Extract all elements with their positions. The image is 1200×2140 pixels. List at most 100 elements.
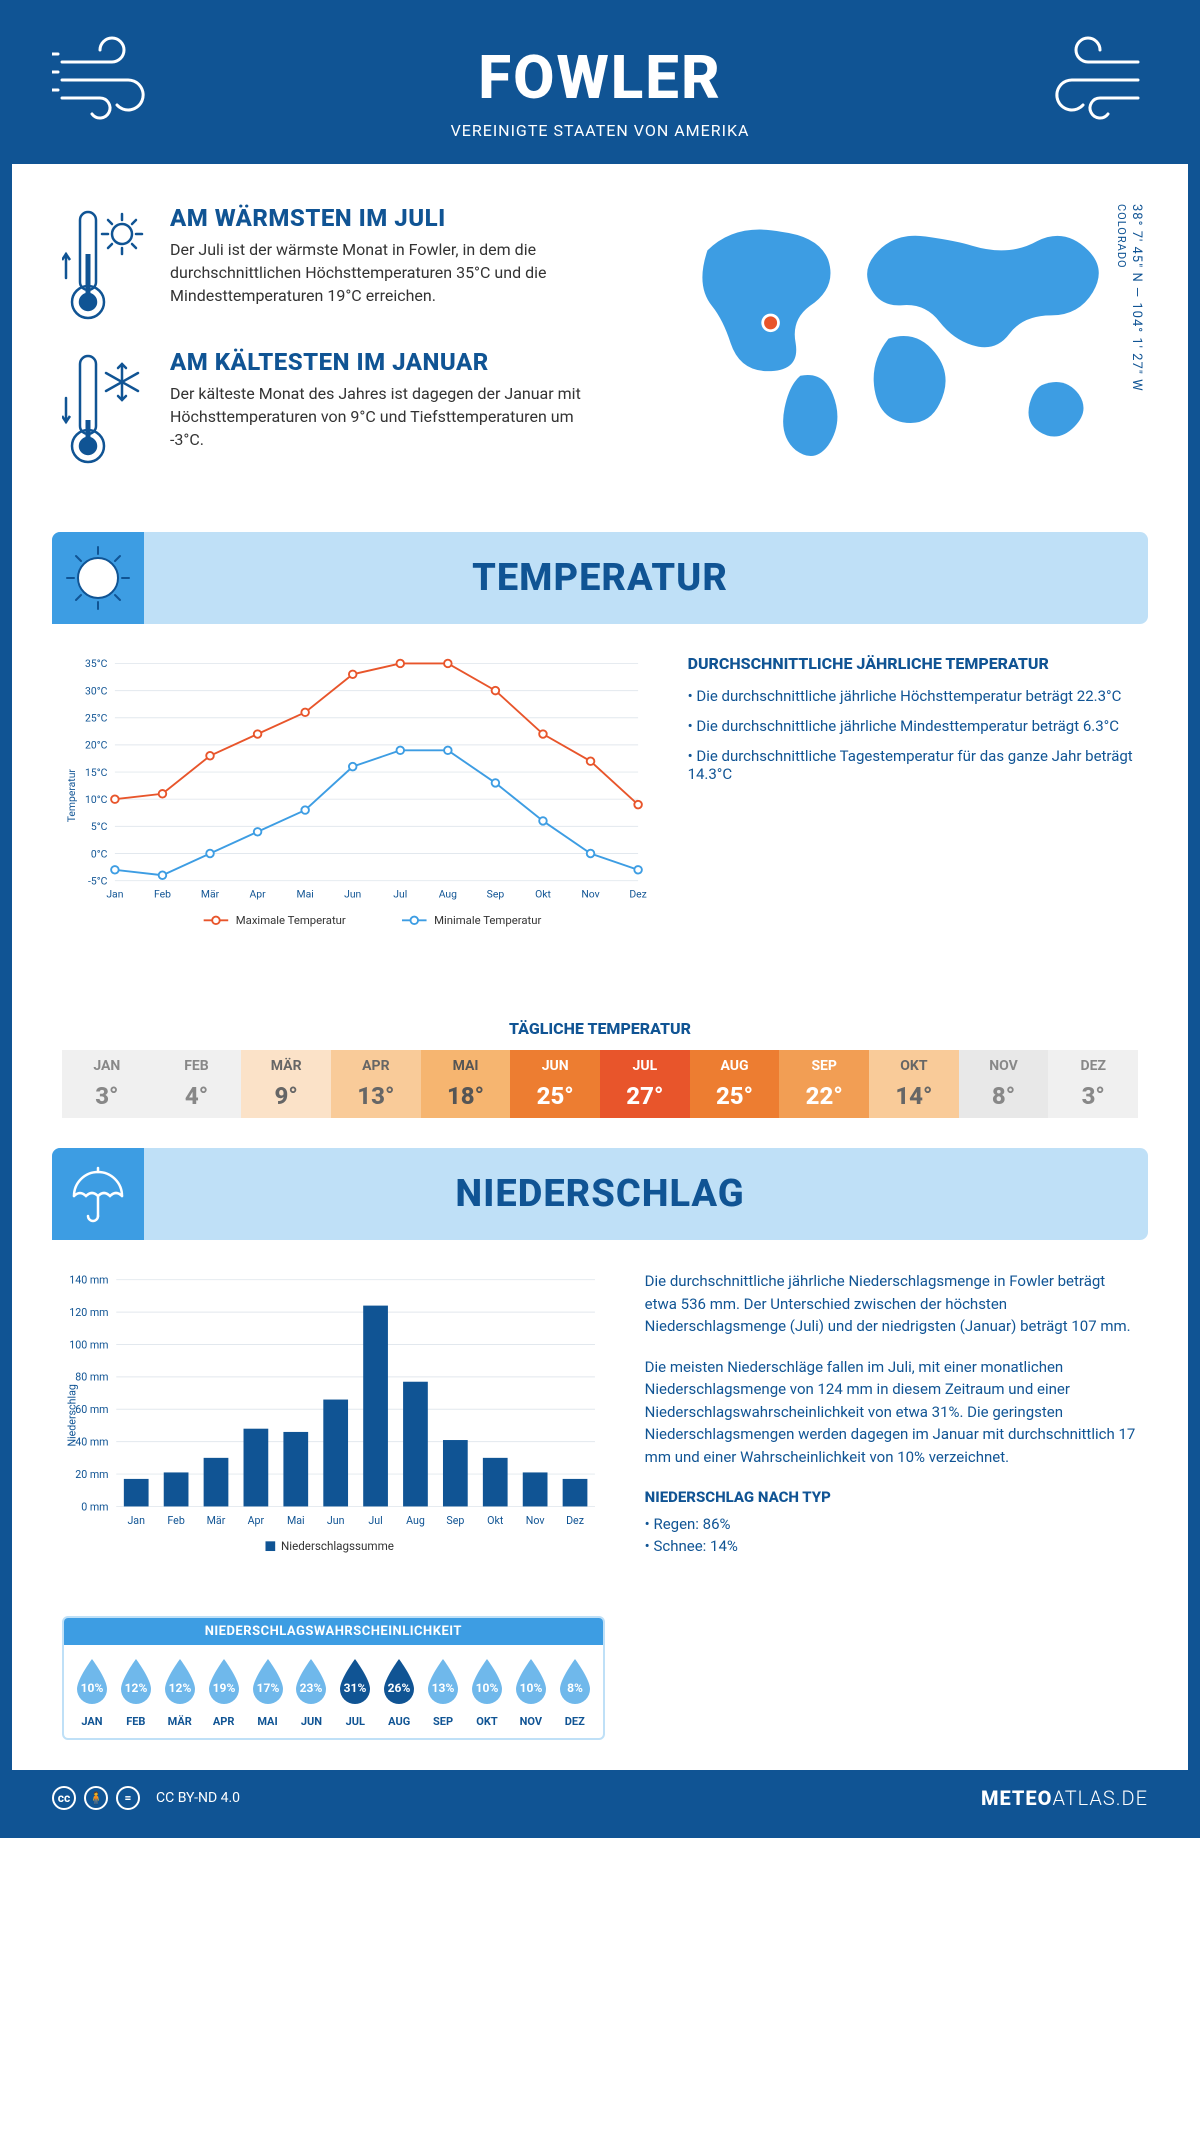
prob-cell: 12% MÄR [158,1655,202,1728]
section-title-precipitation: NIEDERSCHLAG [144,1172,1148,1216]
warmest-title: AM WÄRMSTEN IM JULI [170,204,590,232]
svg-text:35°C: 35°C [85,657,108,670]
prob-cell: 31% JUL [333,1655,377,1728]
svg-text:40 mm: 40 mm [75,1436,108,1449]
daily-cell: APR13° [331,1050,421,1118]
daily-cell: MAI18° [421,1050,511,1118]
svg-text:23%: 23% [300,1681,323,1695]
svg-text:0°C: 0°C [91,847,108,860]
license-text: CC BY-ND 4.0 [156,1790,240,1806]
svg-text:Dez: Dez [566,1514,584,1527]
svg-text:Mai: Mai [287,1514,305,1527]
precip-snow: • Schnee: 14% [645,1535,1138,1558]
wind-icon [1038,32,1148,122]
thermometer-cold-icon [62,348,152,468]
daily-temp-heading: TÄGLICHE TEMPERATUR [12,1019,1188,1038]
svg-text:140 mm: 140 mm [69,1274,108,1287]
prob-cell: 19% APR [202,1655,246,1728]
precip-rain: • Regen: 86% [645,1513,1138,1536]
umbrella-icon [64,1160,132,1228]
prob-cell: 17% MAI [246,1655,290,1728]
svg-text:15°C: 15°C [85,766,108,779]
svg-text:Temperatur: Temperatur [65,769,78,823]
precipitation-bar-chart: 0 mm20 mm40 mm60 mm80 mm100 mm120 mm140 … [62,1270,605,1594]
temp-info-b2: • Die durchschnittliche jährliche Mindes… [688,717,1138,735]
prob-cell: 8% DEZ [553,1655,597,1728]
svg-text:17%: 17% [256,1681,279,1695]
temp-info-b3: • Die durchschnittliche Tagestemperatur … [688,747,1138,783]
svg-text:5°C: 5°C [91,820,108,833]
svg-text:10%: 10% [476,1681,499,1695]
temp-info-heading: DURCHSCHNITTLICHE JÄHRLICHE TEMPERATUR [688,654,1138,673]
coordinates: 38° 7' 45" N — 104° 1' 27" W [1129,204,1144,392]
prob-cell: 10% JAN [70,1655,114,1728]
svg-text:13%: 13% [432,1681,455,1695]
license-block: cc 🧍 = CC BY-ND 4.0 [52,1786,240,1810]
prob-cell: 10% OKT [465,1655,509,1728]
daily-cell: JUN25° [510,1050,600,1118]
cc-icon: cc [52,1786,76,1810]
svg-text:Aug: Aug [439,888,457,901]
daily-cell: FEB4° [152,1050,242,1118]
svg-text:30°C: 30°C [85,684,108,697]
svg-text:Mär: Mär [207,1514,226,1527]
prob-cell: 13% SEP [421,1655,465,1728]
svg-text:20 mm: 20 mm [75,1468,108,1481]
svg-text:Jul: Jul [393,888,407,901]
daily-cell: DEZ3° [1048,1050,1138,1118]
header: FOWLER VEREINIGTE STAATEN VON AMERIKA [12,12,1188,164]
coldest-title: AM KÄLTESTEN IM JANUAR [170,348,590,376]
precip-type-heading: NIEDERSCHLAG NACH TYP [645,1486,1138,1509]
thermometer-hot-icon [62,204,152,324]
coldest-block: AM KÄLTESTEN IM JANUAR Der kälteste Mona… [62,348,627,468]
svg-text:Okt: Okt [487,1514,504,1527]
svg-text:Minimale Temperatur: Minimale Temperatur [434,913,541,927]
state-label: COLORADO [1115,204,1128,269]
prob-cell: 23% JUN [289,1655,333,1728]
svg-text:-5°C: -5°C [88,874,108,887]
section-header-precipitation: NIEDERSCHLAG [52,1148,1148,1240]
svg-text:25°C: 25°C [85,712,108,725]
nd-icon: = [116,1786,140,1810]
svg-text:Sep: Sep [446,1514,464,1527]
sun-icon [63,543,133,613]
coldest-text: Der kälteste Monat des Jahres ist dagege… [170,382,590,452]
svg-text:12%: 12% [125,1681,148,1695]
page-subtitle: VEREINIGTE STAATEN VON AMERIKA [52,121,1148,140]
svg-text:8%: 8% [567,1681,583,1695]
precip-p2: Die meisten Niederschläge fallen im Juli… [645,1356,1138,1469]
prob-cell: 10% NOV [509,1655,553,1728]
svg-text:Mai: Mai [297,888,314,901]
svg-text:Jul: Jul [368,1514,382,1527]
svg-text:Sep: Sep [487,888,505,901]
svg-text:Nov: Nov [581,888,599,901]
svg-text:80 mm: 80 mm [75,1371,108,1384]
svg-text:10%: 10% [520,1681,543,1695]
page-title: FOWLER [52,42,1148,113]
svg-text:100 mm: 100 mm [69,1338,108,1351]
daily-temperature-strip: JAN3°FEB4°MÄR9°APR13°MAI18°JUN25°JUL27°A… [62,1050,1138,1118]
svg-text:19%: 19% [212,1681,235,1695]
by-icon: 🧍 [84,1786,108,1810]
svg-text:Niederschlag: Niederschlag [66,1384,79,1446]
section-header-temperature: TEMPERATUR [52,532,1148,624]
svg-text:60 mm: 60 mm [75,1403,108,1416]
svg-text:Feb: Feb [167,1514,184,1527]
daily-cell: JUL27° [600,1050,690,1118]
precipitation-probability-widget: NIEDERSCHLAGSWAHRSCHEINLICHKEIT 10% JAN … [62,1616,605,1740]
svg-text:26%: 26% [388,1681,411,1695]
daily-cell: OKT14° [869,1050,959,1118]
temperature-info: DURCHSCHNITTLICHE JÄHRLICHE TEMPERATUR •… [688,654,1138,979]
temperature-line-chart: -5°C0°C5°C10°C15°C20°C25°C30°C35°CJanFeb… [62,654,648,979]
svg-text:Jan: Jan [106,888,123,901]
prob-cell: 12% FEB [114,1655,158,1728]
svg-text:Aug: Aug [406,1514,425,1527]
daily-cell: SEP22° [779,1050,869,1118]
daily-cell: MÄR9° [241,1050,331,1118]
daily-cell: NOV8° [959,1050,1049,1118]
svg-text:120 mm: 120 mm [69,1306,108,1319]
section-title-temperature: TEMPERATUR [144,556,1148,600]
wind-icon [52,32,162,122]
temp-info-b1: • Die durchschnittliche jährliche Höchst… [688,687,1138,705]
svg-text:Dez: Dez [629,888,646,901]
